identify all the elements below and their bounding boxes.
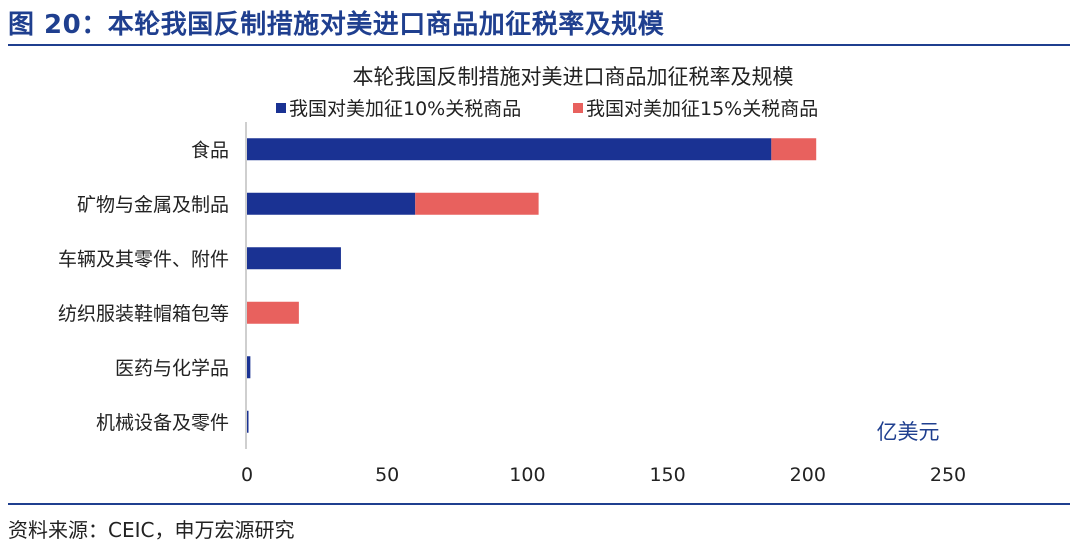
category-label: 食品: [191, 139, 229, 161]
x-tick-label: 250: [930, 464, 966, 486]
legend-swatch-10pct: [276, 103, 286, 113]
bar-segment-10pct: [247, 410, 249, 433]
x-tick-labels: 0 50 100 150 200 250: [241, 464, 966, 486]
bar-segment-15pct: [247, 301, 299, 324]
bar-segment-10pct: [247, 138, 772, 161]
category-label: 纺织服装鞋帽箱包等: [58, 303, 229, 325]
category-label: 矿物与金属及制品: [77, 194, 229, 216]
chart-title: 本轮我国反制措施对美进口商品加征税率及规模: [353, 65, 794, 89]
x-tick-label: 100: [509, 464, 545, 486]
figure-heading: 图 20：本轮我国反制措施对美进口商品加征税率及规模: [8, 10, 665, 40]
bar-segment-10pct: [247, 356, 251, 379]
bar-group: [247, 138, 817, 433]
x-tick-label: 200: [790, 464, 826, 486]
source-note: 资料来源：CEIC，申万宏源研究: [8, 518, 295, 542]
bar-segment-10pct: [247, 247, 341, 270]
x-tick-label: 50: [375, 464, 399, 486]
bar-segment-15pct: [415, 192, 539, 215]
category-label: 机械设备及零件: [96, 412, 229, 434]
bar-segment-10pct: [247, 192, 416, 215]
footer-rule: [8, 503, 1070, 505]
bar-segment-15pct: [771, 138, 817, 161]
heading-rule: [8, 44, 1070, 46]
legend-label-15pct: 我国对美加征15%关税商品: [586, 98, 818, 120]
category-label: 车辆及其零件、附件: [58, 248, 229, 270]
unit-label: 亿美元: [877, 420, 940, 444]
legend-swatch-15pct: [573, 103, 583, 113]
category-labels: 食品矿物与金属及制品车辆及其零件、附件纺织服装鞋帽箱包等医药与化学品机械设备及零…: [58, 139, 229, 434]
category-label: 医药与化学品: [115, 357, 229, 379]
x-tick-label: 0: [241, 464, 253, 486]
legend-label-10pct: 我国对美加征10%关税商品: [289, 98, 521, 120]
x-tick-label: 150: [649, 464, 685, 486]
